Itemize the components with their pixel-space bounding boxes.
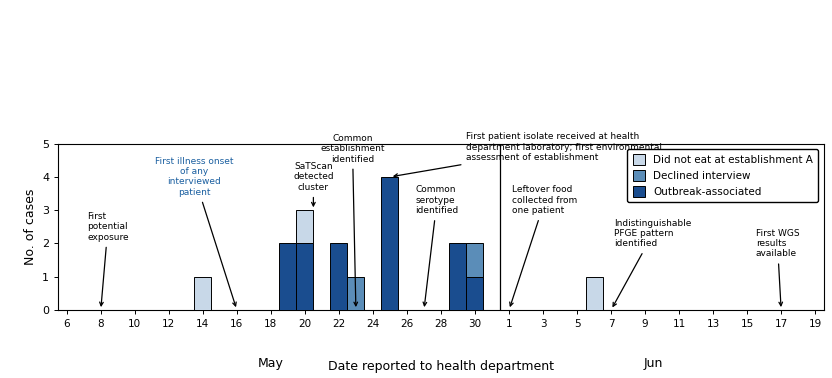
Bar bbox=[330, 243, 348, 310]
Bar bbox=[381, 177, 399, 310]
Text: Common
serotype
identified: Common serotype identified bbox=[415, 185, 458, 306]
Text: First WGS
results
available: First WGS results available bbox=[755, 229, 800, 306]
Legend: Did not eat at establishment A, Declined interview, Outbreak-associated: Did not eat at establishment A, Declined… bbox=[627, 149, 819, 202]
Bar bbox=[586, 277, 602, 310]
Text: Common
establishment
identified: Common establishment identified bbox=[320, 134, 384, 306]
Y-axis label: No. of cases: No. of cases bbox=[23, 189, 37, 265]
Text: Indistinguishable
PFGE pattern
identified: Indistinguishable PFGE pattern identifie… bbox=[613, 218, 692, 306]
X-axis label: Date reported to health department: Date reported to health department bbox=[328, 359, 554, 373]
Bar bbox=[296, 210, 314, 243]
Text: First
potential
exposure: First potential exposure bbox=[87, 212, 129, 306]
Bar bbox=[296, 243, 314, 310]
Bar bbox=[467, 277, 483, 310]
Text: May: May bbox=[258, 356, 284, 370]
Text: SaTScan
detected
cluster: SaTScan detected cluster bbox=[293, 162, 334, 206]
Text: First illness onset
of any
interviewed
patient: First illness onset of any interviewed p… bbox=[155, 156, 236, 306]
Text: First patient isolate received at health
department laboratory; first environmen: First patient isolate received at health… bbox=[394, 132, 662, 177]
Bar bbox=[280, 243, 296, 310]
Text: Jun: Jun bbox=[644, 356, 663, 370]
Bar bbox=[467, 243, 483, 277]
Text: Leftover food
collected from
one patient: Leftover food collected from one patient bbox=[510, 185, 577, 306]
Bar bbox=[195, 277, 211, 310]
Bar bbox=[348, 277, 364, 310]
Bar bbox=[449, 243, 467, 310]
